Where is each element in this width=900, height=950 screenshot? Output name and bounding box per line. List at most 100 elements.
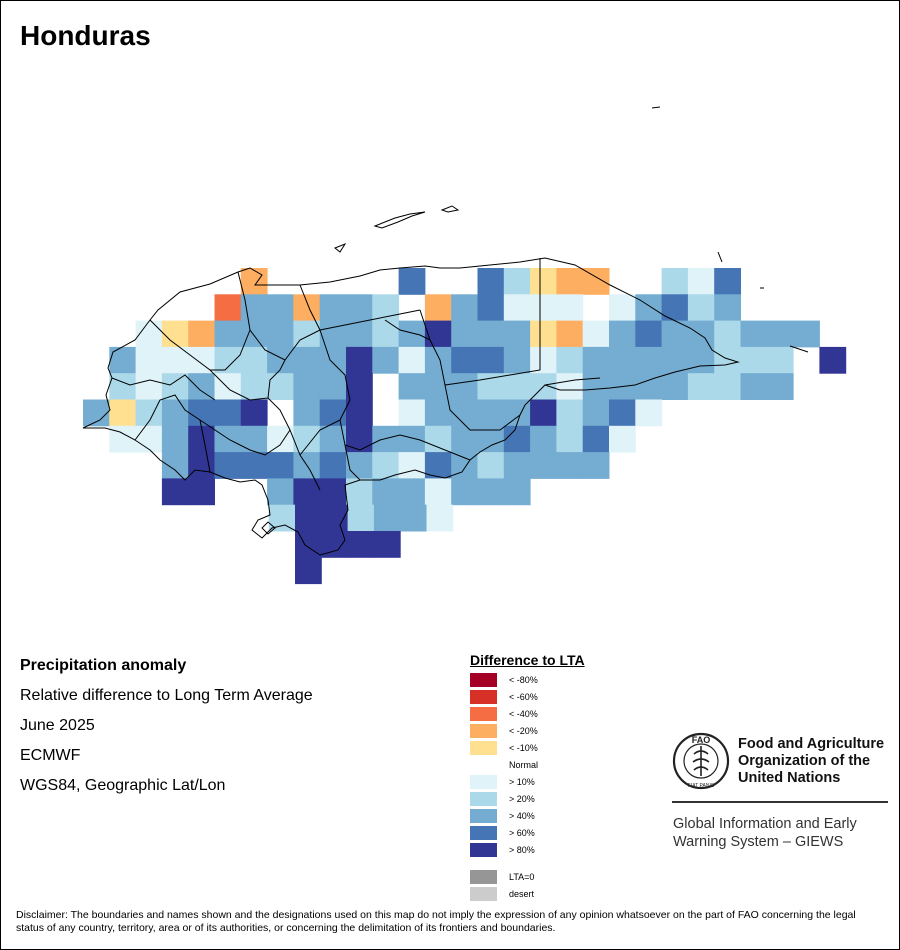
anomaly-cell xyxy=(661,373,689,400)
legend-swatch xyxy=(470,792,497,806)
anomaly-cell xyxy=(530,399,557,427)
dept-line xyxy=(299,419,341,456)
bay-island xyxy=(373,211,426,229)
bay-island xyxy=(334,242,347,253)
anomaly-cell xyxy=(687,294,715,322)
anomaly-cell xyxy=(740,373,768,400)
anomaly-cell xyxy=(451,320,478,348)
fao-logo-block: FAO FIAT PANIS Food and Agriculture Orga… xyxy=(672,732,884,795)
anomaly-cell xyxy=(424,320,452,348)
legend-row: > 10% xyxy=(470,774,585,791)
anomaly-cell xyxy=(635,346,663,374)
anomaly-cell xyxy=(346,399,373,427)
data-source: ECMWF xyxy=(20,747,81,764)
legend-row: LTA=0 xyxy=(470,869,585,886)
anomaly-cell xyxy=(766,320,794,348)
legend-swatch xyxy=(470,673,497,687)
admin-boundaries xyxy=(82,106,809,556)
anomaly-cell xyxy=(582,320,610,348)
legend: Difference to LTA < -80% < -60% < -40% < -2… xyxy=(470,652,585,903)
anomaly-cell xyxy=(267,373,294,400)
legend-label: > 60% xyxy=(509,828,535,838)
disclaimer: Disclaimer: The boundaries and names sho… xyxy=(16,909,856,934)
legend-label: < -60% xyxy=(509,692,538,702)
anomaly-cell xyxy=(346,294,373,322)
anomaly-cell xyxy=(398,478,426,506)
anomaly-cell xyxy=(503,373,531,400)
map-period: June 2025 xyxy=(20,717,95,734)
anomaly-cell xyxy=(319,373,347,400)
anomaly-cell xyxy=(161,478,189,506)
anomaly-cell xyxy=(503,294,531,322)
anomaly-cell xyxy=(609,425,636,453)
anomaly-cell xyxy=(319,425,347,453)
anomaly-cell xyxy=(740,320,768,348)
anomaly-cell xyxy=(267,294,294,322)
dept-line xyxy=(111,374,216,401)
anomaly-cell xyxy=(188,452,215,479)
anomaly-cell xyxy=(293,399,321,427)
anomaly-cell xyxy=(135,346,163,374)
legend-swatch xyxy=(470,870,497,884)
anomaly-cell xyxy=(766,373,794,400)
anomaly-cell xyxy=(109,346,137,374)
legend-swatch xyxy=(470,826,497,840)
anomaly-cell xyxy=(766,346,794,374)
bay-island xyxy=(651,106,661,109)
anomaly-cell xyxy=(609,320,636,348)
anomaly-cell xyxy=(477,346,505,374)
anomaly-cell xyxy=(661,346,689,374)
map-title: Honduras xyxy=(20,20,151,51)
anomaly-cell xyxy=(819,346,847,374)
legend-row: < -40% xyxy=(470,706,585,723)
anomaly-cell xyxy=(635,399,663,427)
anomaly-cell xyxy=(188,399,215,427)
anomaly-cell xyxy=(373,531,401,558)
legend-swatch xyxy=(470,887,497,901)
anomaly-cell xyxy=(556,346,584,374)
legend-row: < -80% xyxy=(470,672,585,689)
gulf-islands xyxy=(261,521,276,535)
anomaly-cell xyxy=(240,399,268,427)
anomaly-cell xyxy=(319,294,347,322)
anomaly-cell xyxy=(582,346,610,374)
anomaly-cell xyxy=(293,373,321,400)
anomaly-cell xyxy=(135,425,163,453)
dept-line xyxy=(210,329,251,371)
anomaly-cell xyxy=(451,294,478,322)
anomaly-cell xyxy=(398,399,426,427)
precipitation-map xyxy=(82,106,847,585)
dept-line xyxy=(444,258,541,386)
anomaly-cell xyxy=(451,346,478,374)
anomaly-cell xyxy=(240,294,268,322)
anomaly-cell xyxy=(240,373,268,400)
anomaly-cell xyxy=(582,373,610,400)
anomaly-cell xyxy=(661,268,689,295)
anomaly-cell xyxy=(214,294,242,322)
dept-line xyxy=(149,319,321,491)
anomaly-cell xyxy=(661,320,689,348)
legend-swatch xyxy=(470,690,497,704)
legend-row: desert xyxy=(470,886,585,903)
anomaly-cell xyxy=(556,268,584,295)
anomaly-cell xyxy=(424,425,452,453)
swan-islands xyxy=(717,251,809,353)
anomaly-cell xyxy=(161,452,189,479)
anomaly-cell xyxy=(240,346,268,374)
anomaly-grid xyxy=(83,268,847,585)
anomaly-cell xyxy=(477,268,505,295)
anomaly-cell xyxy=(319,346,347,374)
anomaly-cell xyxy=(793,320,820,348)
dept-line xyxy=(544,377,601,386)
anomaly-cell xyxy=(609,346,636,374)
anomaly-cell xyxy=(556,452,584,479)
legend-swatch xyxy=(470,843,497,857)
anomaly-cell xyxy=(398,268,426,295)
dept-line xyxy=(267,359,286,399)
anomaly-cell xyxy=(503,452,531,479)
org-name: Food and Agriculture Organization of the… xyxy=(738,736,885,786)
legend-row: < -10% xyxy=(470,740,585,757)
anomaly-cell xyxy=(109,373,137,400)
svg-text:FAO: FAO xyxy=(692,735,711,745)
anomaly-cell xyxy=(477,399,505,427)
